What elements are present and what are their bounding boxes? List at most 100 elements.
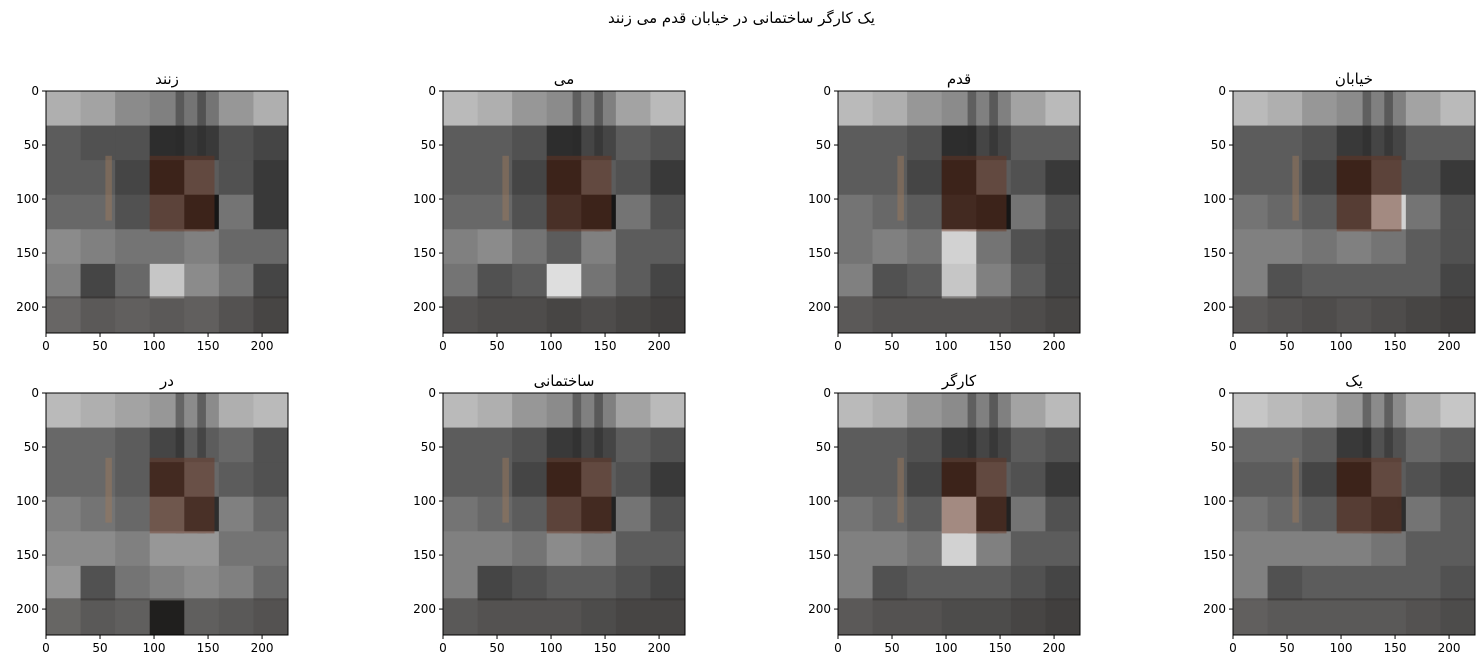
attention-cell xyxy=(976,393,1012,428)
x-tick-label: 0 xyxy=(42,339,50,353)
attention-cell xyxy=(546,91,582,126)
attention-cell xyxy=(581,427,617,463)
bridge-tower-left xyxy=(175,393,185,534)
attention-cell xyxy=(581,393,617,428)
brick-building xyxy=(546,155,612,232)
attention-cell xyxy=(1302,462,1338,498)
attention-cell xyxy=(253,600,289,636)
attention-cell xyxy=(1336,160,1372,196)
attention-cell xyxy=(650,125,686,161)
attention-cell xyxy=(838,496,873,532)
attention-cell xyxy=(650,91,686,126)
x-tick-label: 200 xyxy=(1043,339,1066,353)
bridge-tower-right xyxy=(594,393,603,534)
attention-cell xyxy=(1233,600,1268,636)
attention-cell xyxy=(615,194,651,230)
attention-cell xyxy=(1267,496,1303,532)
attention-cell xyxy=(218,600,254,636)
attention-cell xyxy=(1267,229,1303,265)
attention-cell xyxy=(1371,531,1407,567)
attention-cell xyxy=(80,194,116,230)
x-tick-label: 0 xyxy=(834,339,842,353)
attention-cell xyxy=(512,91,548,126)
subplot-1: زنند 0 0 50 50 100 100 150 150 200 200 xyxy=(16,70,289,353)
y-tick-label: 150 xyxy=(1203,548,1226,562)
brick-building xyxy=(149,457,215,534)
attention-cell xyxy=(1440,91,1476,126)
y-tick-label: 0 xyxy=(31,84,39,98)
attention-cell xyxy=(546,194,582,230)
attention-cell xyxy=(184,496,220,532)
attention-cell xyxy=(581,531,617,567)
attention-cell xyxy=(941,160,977,196)
attention-cell xyxy=(1267,91,1303,126)
attention-cell xyxy=(650,229,686,265)
attention-cell xyxy=(1440,229,1476,265)
attention-cell xyxy=(1267,194,1303,230)
attention-cell xyxy=(1233,263,1268,299)
attention-cell xyxy=(907,298,943,334)
x-tick-label: 150 xyxy=(1384,641,1407,655)
street-road xyxy=(443,598,685,635)
attention-cell xyxy=(581,160,617,196)
attention-cell xyxy=(443,600,478,636)
attention-cell xyxy=(1010,393,1046,428)
attention-cell xyxy=(941,496,977,532)
attention-cell xyxy=(1336,462,1372,498)
attention-cell xyxy=(838,194,873,230)
attention-cell xyxy=(149,531,185,567)
attention-cell xyxy=(443,194,478,230)
attention-cell xyxy=(477,229,513,265)
y-tick-label: 150 xyxy=(1203,246,1226,260)
attention-cell xyxy=(546,531,582,567)
attention-cell xyxy=(872,263,908,299)
attention-cell xyxy=(443,427,478,463)
attention-cell xyxy=(941,462,977,498)
attention-cell xyxy=(1405,91,1441,126)
attention-cell xyxy=(443,393,478,428)
attention-cell xyxy=(615,565,651,601)
attention-cell xyxy=(546,462,582,498)
attention-cell xyxy=(941,91,977,126)
axes-frame xyxy=(837,90,1081,334)
attention-cell xyxy=(218,531,254,567)
attention-cell xyxy=(650,263,686,299)
attention-cell xyxy=(115,393,151,428)
attention-cell xyxy=(184,393,220,428)
attention-cell xyxy=(1302,393,1338,428)
attention-cell xyxy=(838,229,873,265)
attention-cell xyxy=(1371,229,1407,265)
attention-cell xyxy=(1371,194,1407,230)
attention-cell xyxy=(1267,263,1303,299)
attention-cell xyxy=(907,194,943,230)
x-tick-label: 200 xyxy=(648,641,671,655)
attention-cell xyxy=(615,263,651,299)
x-tick-label: 0 xyxy=(834,641,842,655)
attention-cell xyxy=(253,496,289,532)
attention-cell xyxy=(1045,298,1081,334)
attention-cell xyxy=(976,565,1012,601)
attention-cell xyxy=(872,565,908,601)
y-tick-label: 50 xyxy=(24,138,39,152)
attention-cell xyxy=(218,496,254,532)
attention-cell xyxy=(1336,427,1372,463)
attention-cell xyxy=(1440,125,1476,161)
attention-cell xyxy=(872,125,908,161)
street-scene xyxy=(1233,393,1475,635)
attention-cell xyxy=(581,496,617,532)
axes-frame xyxy=(1232,90,1476,334)
attention-cell xyxy=(512,125,548,161)
x-tick-label: 100 xyxy=(935,339,958,353)
attention-cell xyxy=(184,91,220,126)
subplot-7: کارگر 0 0 50 50 100 100 150 150 200 200 xyxy=(808,372,1081,655)
attention-cell xyxy=(80,263,116,299)
y-tick-label: 100 xyxy=(16,192,39,206)
attention-cell xyxy=(907,125,943,161)
street-scene xyxy=(443,393,685,635)
attention-cell xyxy=(1010,298,1046,334)
attention-cell xyxy=(546,427,582,463)
x-tick-label: 50 xyxy=(884,641,899,655)
attention-cell xyxy=(838,531,873,567)
attention-cell xyxy=(976,298,1012,334)
